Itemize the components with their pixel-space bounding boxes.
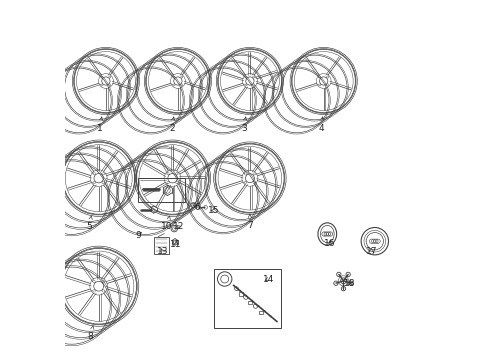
- Text: 8: 8: [87, 326, 94, 341]
- Text: 4: 4: [318, 117, 324, 134]
- Text: 13: 13: [156, 247, 168, 256]
- Bar: [239, 292, 242, 296]
- Text: 7: 7: [246, 214, 252, 230]
- Bar: [138, 178, 185, 202]
- Text: 10: 10: [161, 216, 172, 231]
- Text: 3: 3: [241, 117, 246, 134]
- Text: 12: 12: [173, 222, 184, 231]
- Text: 17: 17: [365, 247, 376, 256]
- Bar: [153, 237, 168, 254]
- Bar: [247, 301, 251, 304]
- Text: 9: 9: [135, 231, 141, 240]
- Text: 5: 5: [86, 216, 92, 231]
- Text: 1: 1: [97, 117, 102, 134]
- Text: 11: 11: [170, 240, 182, 249]
- Text: 15: 15: [208, 206, 219, 215]
- Text: 6: 6: [193, 203, 200, 212]
- Bar: [213, 269, 280, 328]
- Text: 18: 18: [344, 279, 355, 288]
- Bar: [258, 311, 262, 314]
- Text: 14: 14: [263, 275, 274, 284]
- Text: 2: 2: [169, 117, 175, 134]
- Text: 16: 16: [324, 239, 335, 248]
